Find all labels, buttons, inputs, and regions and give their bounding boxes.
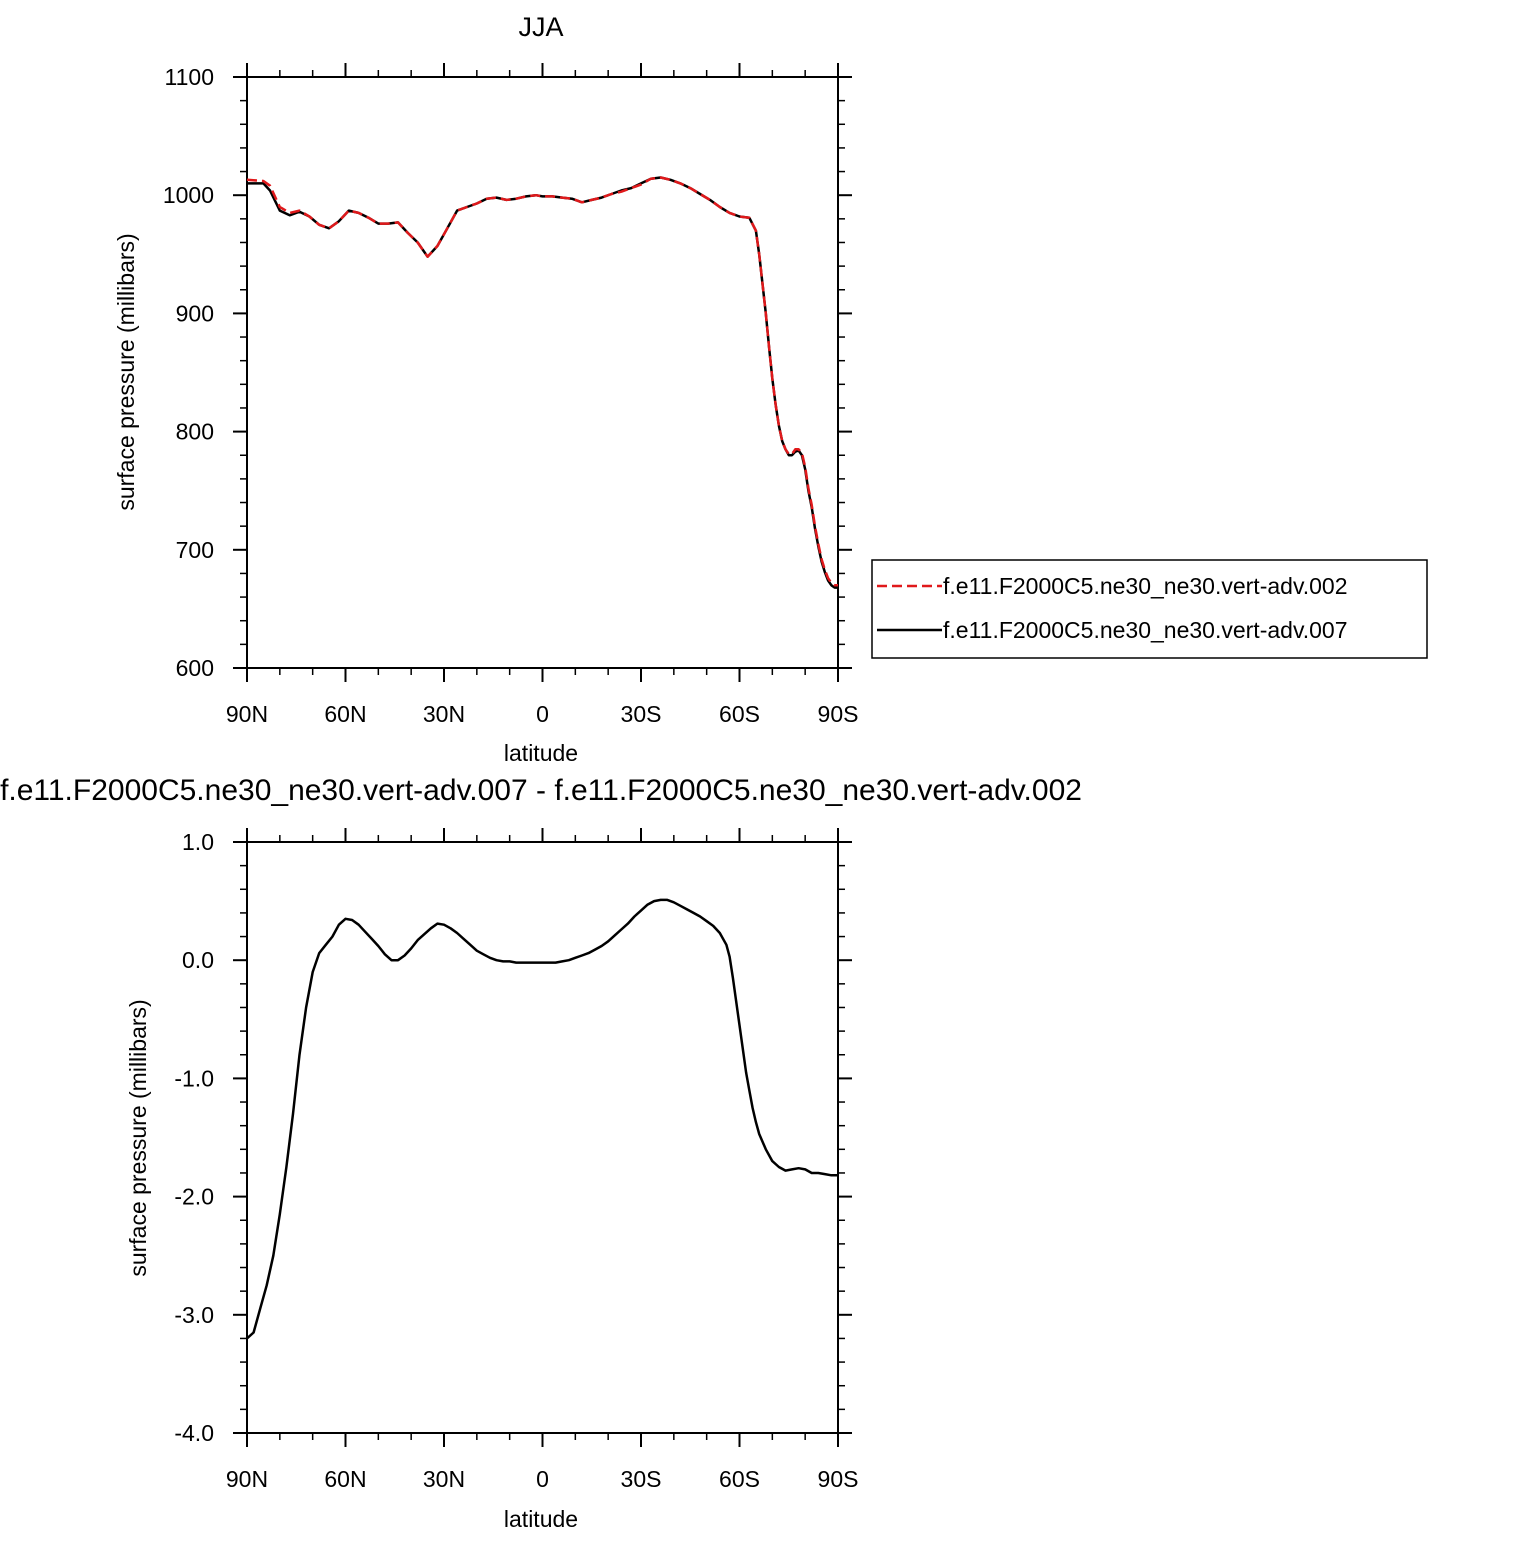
top-x-tick-label: 90N bbox=[226, 701, 268, 727]
bottom-series-lines bbox=[246, 898, 838, 1340]
legend-label-007: f.e11.F2000C5.ne30_ne30.vert-adv.007 bbox=[943, 617, 1348, 643]
top-y-tick-label: 800 bbox=[176, 419, 214, 445]
legend-label-002: f.e11.F2000C5.ne30_ne30.vert-adv.002 bbox=[943, 573, 1348, 599]
top-panel: JJA 90N 60N 30N 0 30S 60S 90S 1100 1000 900 800 70… bbox=[113, 12, 858, 766]
bottom-y-tick-label: -4.0 bbox=[174, 1420, 214, 1446]
bottom-x-tick-label: 90N bbox=[226, 1466, 268, 1492]
top-x-tick-label: 60N bbox=[324, 701, 366, 727]
top-series-line-1 bbox=[247, 176, 838, 589]
bottom-x-tick-label: 60N bbox=[324, 1466, 366, 1492]
top-series-line-0 bbox=[246, 176, 838, 587]
bottom-x-tick-label: 90S bbox=[818, 1466, 859, 1492]
bottom-x-tick-labels: 90N 60N 30N 0 30S 60S 90S bbox=[226, 1466, 859, 1492]
top-y-tick-label: 700 bbox=[176, 537, 214, 563]
top-x-tick-labels: 90N 60N 30N 0 30S 60S 90S bbox=[226, 701, 859, 727]
top-y-tick-labels: 1100 1000 900 800 700 600 bbox=[163, 64, 214, 681]
bottom-x-tick-label: 30N bbox=[423, 1466, 465, 1492]
bottom-y-tick-labels: 1.0 0.0 -1.0 -2.0 -3.0 -4.0 bbox=[174, 829, 214, 1446]
top-plot-frame bbox=[246, 76, 839, 669]
top-x-axis-label: latitude bbox=[504, 740, 578, 766]
top-x-tick-label: 30S bbox=[621, 701, 662, 727]
top-y-tick-label: 900 bbox=[176, 300, 214, 326]
bottom-y-axis-label: surface pressure (millibars) bbox=[125, 999, 151, 1276]
legend-box bbox=[871, 559, 1428, 659]
bottom-chart-title: f.e11.F2000C5.ne30_ne30.vert-adv.007 - f… bbox=[0, 774, 1082, 807]
legend: f.e11.F2000C5.ne30_ne30.vert-adv.002 f.e… bbox=[871, 559, 1428, 659]
top-y-axis-label: surface pressure (millibars) bbox=[113, 233, 139, 510]
top-x-tick-label: 0 bbox=[536, 701, 549, 727]
bottom-panel: f.e11.F2000C5.ne30_ne30.vert-adv.007 - f… bbox=[0, 774, 1082, 1532]
top-series-lines bbox=[246, 176, 838, 589]
bottom-y-tick-label: -2.0 bbox=[174, 1184, 214, 1210]
top-chart-title: JJA bbox=[518, 12, 563, 42]
bottom-x-tick-label: 60S bbox=[719, 1466, 760, 1492]
bottom-series-line-0 bbox=[246, 898, 838, 1340]
bottom-y-tick-label: -3.0 bbox=[174, 1302, 214, 1328]
top-y-tick-label: 1000 bbox=[163, 182, 214, 208]
bottom-x-axis-label: latitude bbox=[504, 1506, 578, 1532]
bottom-y-tick-label: 0.0 bbox=[182, 947, 214, 973]
top-x-tick-label: 30N bbox=[423, 701, 465, 727]
top-y-tick-label: 1100 bbox=[165, 64, 214, 90]
top-x-tick-label: 90S bbox=[818, 701, 859, 727]
top-y-tick-label: 600 bbox=[176, 655, 214, 681]
top-tick-marks bbox=[233, 63, 852, 682]
bottom-x-tick-label: 30S bbox=[621, 1466, 662, 1492]
top-x-tick-label: 60S bbox=[719, 701, 760, 727]
bottom-y-tick-label: 1.0 bbox=[182, 829, 214, 855]
bottom-tick-marks bbox=[233, 828, 852, 1447]
bottom-x-tick-label: 0 bbox=[536, 1466, 549, 1492]
bottom-y-tick-label: -1.0 bbox=[174, 1065, 214, 1091]
